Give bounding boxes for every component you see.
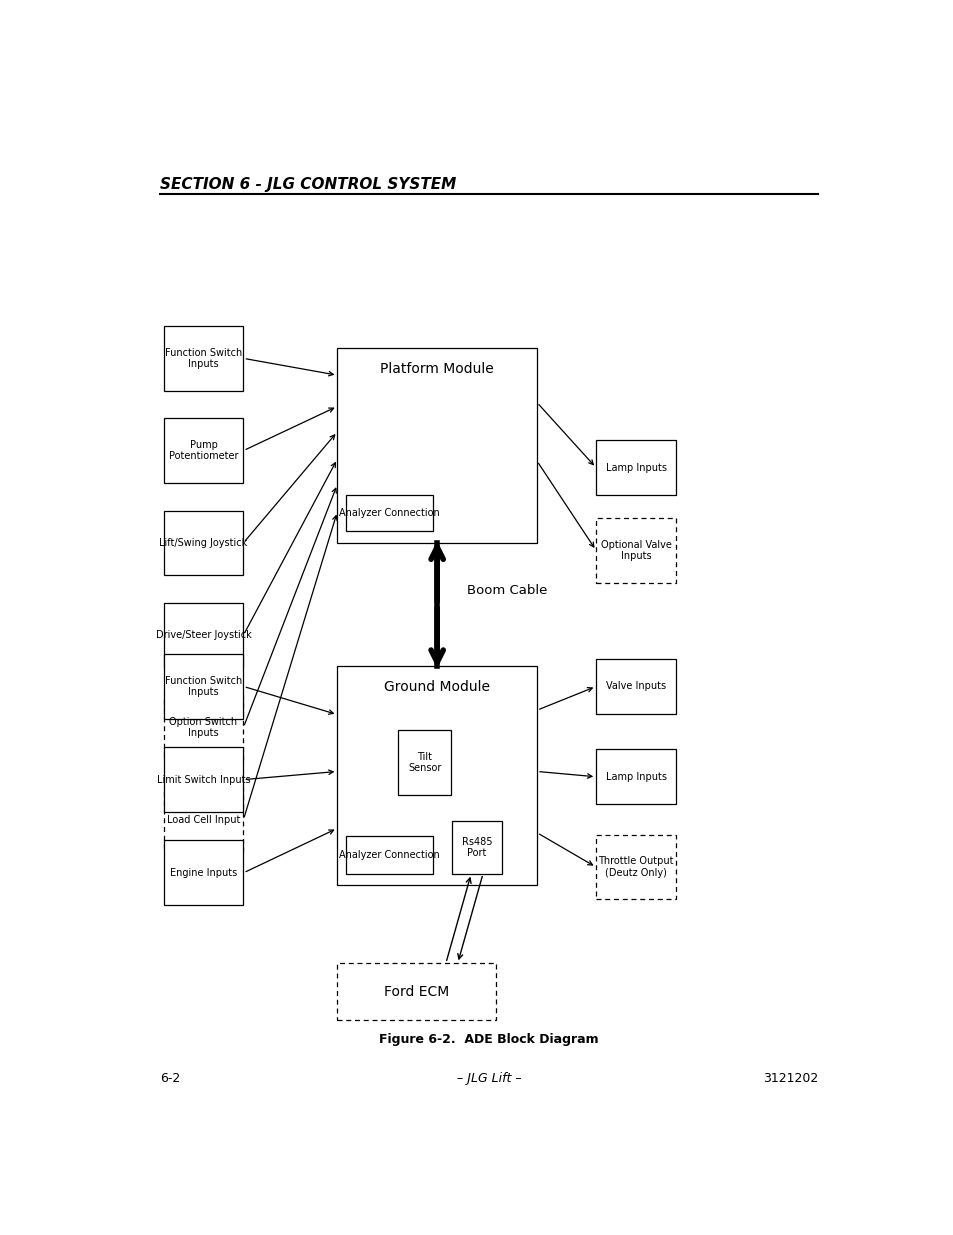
Bar	[164, 841, 243, 905]
Text: Analyzer Connection: Analyzer Connection	[339, 850, 439, 860]
Text: Optional Valve
Inputs: Optional Valve Inputs	[600, 540, 671, 561]
Bar	[164, 603, 243, 667]
Bar	[397, 730, 451, 795]
Text: Drive/Steer Joystick: Drive/Steer Joystick	[155, 630, 252, 640]
Bar	[164, 326, 243, 390]
Text: Analyzer Connection: Analyzer Connection	[339, 509, 439, 519]
Bar	[596, 835, 676, 899]
Text: Ford ECM: Ford ECM	[384, 984, 449, 999]
Text: Lamp Inputs: Lamp Inputs	[605, 772, 666, 782]
Bar	[164, 419, 243, 483]
Bar	[452, 821, 501, 874]
Bar	[164, 695, 243, 760]
Bar	[337, 667, 537, 885]
Text: SECTION 6 - JLG CONTROL SYSTEM: SECTION 6 - JLG CONTROL SYSTEM	[160, 177, 456, 191]
Bar	[337, 348, 537, 543]
Text: Platform Module: Platform Module	[380, 362, 494, 375]
Bar	[164, 747, 243, 811]
Bar	[164, 510, 243, 576]
Text: 3121202: 3121202	[761, 1072, 817, 1084]
Bar	[346, 495, 433, 531]
Text: Option Switch
Inputs: Option Switch Inputs	[170, 716, 237, 739]
Bar	[596, 750, 676, 804]
Text: Valve Inputs: Valve Inputs	[605, 682, 665, 692]
Text: Boom Cable: Boom Cable	[466, 584, 547, 597]
Text: Rs485
Port: Rs485 Port	[461, 837, 492, 858]
Bar	[596, 519, 676, 583]
Text: Tilt
Sensor: Tilt Sensor	[408, 752, 441, 773]
Text: Load Cell Input: Load Cell Input	[167, 815, 240, 825]
Text: – JLG Lift –: – JLG Lift –	[456, 1072, 520, 1084]
Text: Lamp Inputs: Lamp Inputs	[605, 463, 666, 473]
Text: Lift/Swing Joystick: Lift/Swing Joystick	[159, 538, 248, 548]
Text: Pump
Potentiometer: Pump Potentiometer	[169, 440, 238, 462]
Bar	[164, 655, 243, 719]
Text: Function Switch
Inputs: Function Switch Inputs	[165, 676, 242, 698]
Text: Limit Switch Inputs: Limit Switch Inputs	[156, 774, 250, 784]
Text: Figure 6-2.  ADE Block Diagram: Figure 6-2. ADE Block Diagram	[378, 1032, 598, 1046]
Bar	[337, 963, 496, 1020]
Bar	[164, 787, 243, 852]
Bar	[596, 440, 676, 495]
Text: Ground Module: Ground Module	[384, 680, 490, 694]
Text: Throttle Output
(Deutz Only): Throttle Output (Deutz Only)	[598, 856, 673, 878]
Text: Engine Inputs: Engine Inputs	[170, 868, 237, 878]
Text: Function Switch
Inputs: Function Switch Inputs	[165, 347, 242, 369]
Text: 6-2: 6-2	[160, 1072, 180, 1084]
Bar	[346, 836, 433, 874]
Bar	[596, 658, 676, 714]
